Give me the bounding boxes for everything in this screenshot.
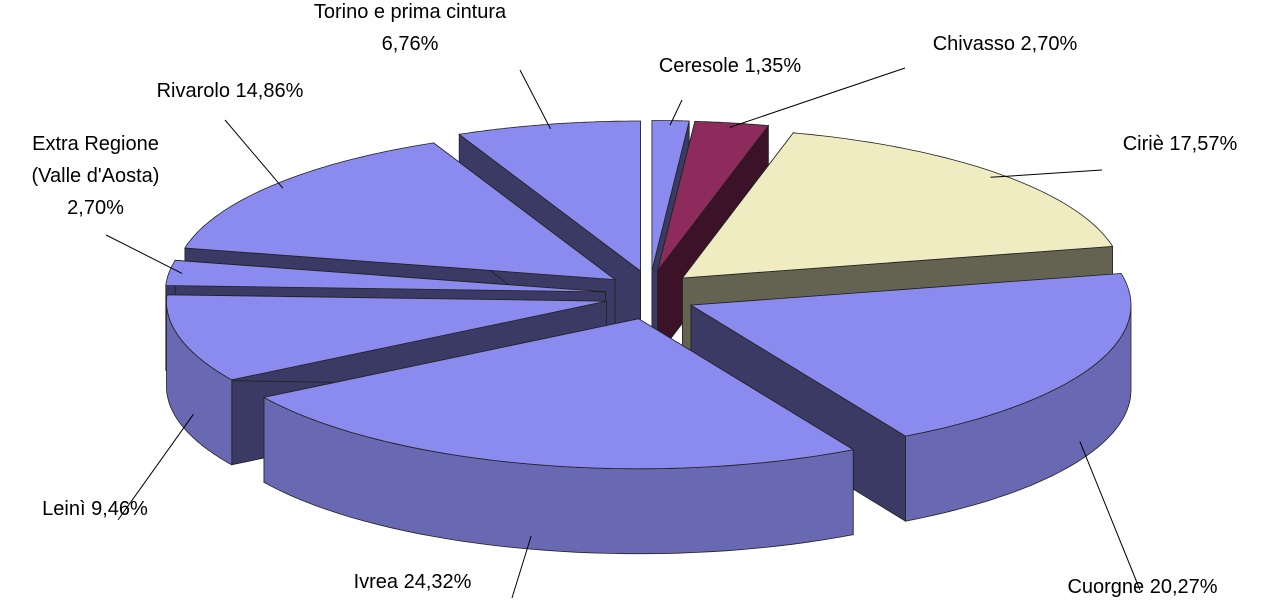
data-label: Torino e prima cintura 6,76% (310, 0, 510, 60)
leader-line (519, 69, 551, 130)
value-label: 20,27% (1149, 576, 1218, 598)
data-label: Rivarolo 14,86% (125, 75, 335, 107)
slice-top (689, 273, 1132, 437)
leader-line (224, 119, 284, 189)
data-label: Leinì 9,46% (15, 493, 175, 525)
data-label: Ciriè 17,57% (1100, 128, 1260, 160)
slice (262, 318, 855, 555)
category-label: Cuorgne (1067, 576, 1145, 598)
category-label: Rivarolo (156, 80, 230, 102)
leader-line (105, 234, 183, 274)
value-label: 1,35% (744, 55, 802, 77)
data-label: Ceresole 1,35% (630, 50, 830, 82)
data-label: Extra Regione (Valle d'Aosta) 2,70% (8, 128, 183, 224)
slice-top (166, 294, 607, 381)
value-label: 24,32% (403, 571, 472, 593)
slice-top (184, 142, 617, 281)
data-label: Ivrea 24,32% (325, 566, 500, 598)
category-label: Torino e prima cintura (313, 1, 507, 23)
value-label: 17,57% (1169, 133, 1238, 155)
slice-top (657, 120, 770, 272)
leader-line (669, 99, 683, 126)
value-label: 14,86% (235, 80, 304, 102)
leader-line (990, 169, 1103, 178)
category-label: Ciriè (1122, 133, 1164, 155)
value-label: 2,70% (67, 197, 124, 219)
category-label: Chivasso (932, 33, 1015, 55)
slice-top (651, 120, 690, 271)
data-label: Chivasso 2,70% (905, 28, 1105, 60)
value-label: 2,70% (1020, 33, 1078, 55)
slice (689, 273, 1132, 522)
value-label: 9,46% (91, 498, 148, 520)
leader-line (117, 414, 194, 521)
category-label: Ivrea (353, 571, 399, 593)
leader-line (729, 67, 906, 128)
leader-line (1079, 441, 1141, 591)
leader-line (511, 535, 532, 599)
slice-top (262, 318, 855, 470)
category-label: Leinì (42, 498, 86, 520)
data-label: Cuorgne 20,27% (1025, 571, 1260, 603)
value-label: 6,76% (381, 33, 439, 55)
category-label: Extra Regione (Valle d'Aosta) (31, 133, 160, 187)
category-label: Ceresole (658, 55, 739, 77)
slice-top (681, 132, 1114, 279)
slice-top (165, 259, 606, 293)
